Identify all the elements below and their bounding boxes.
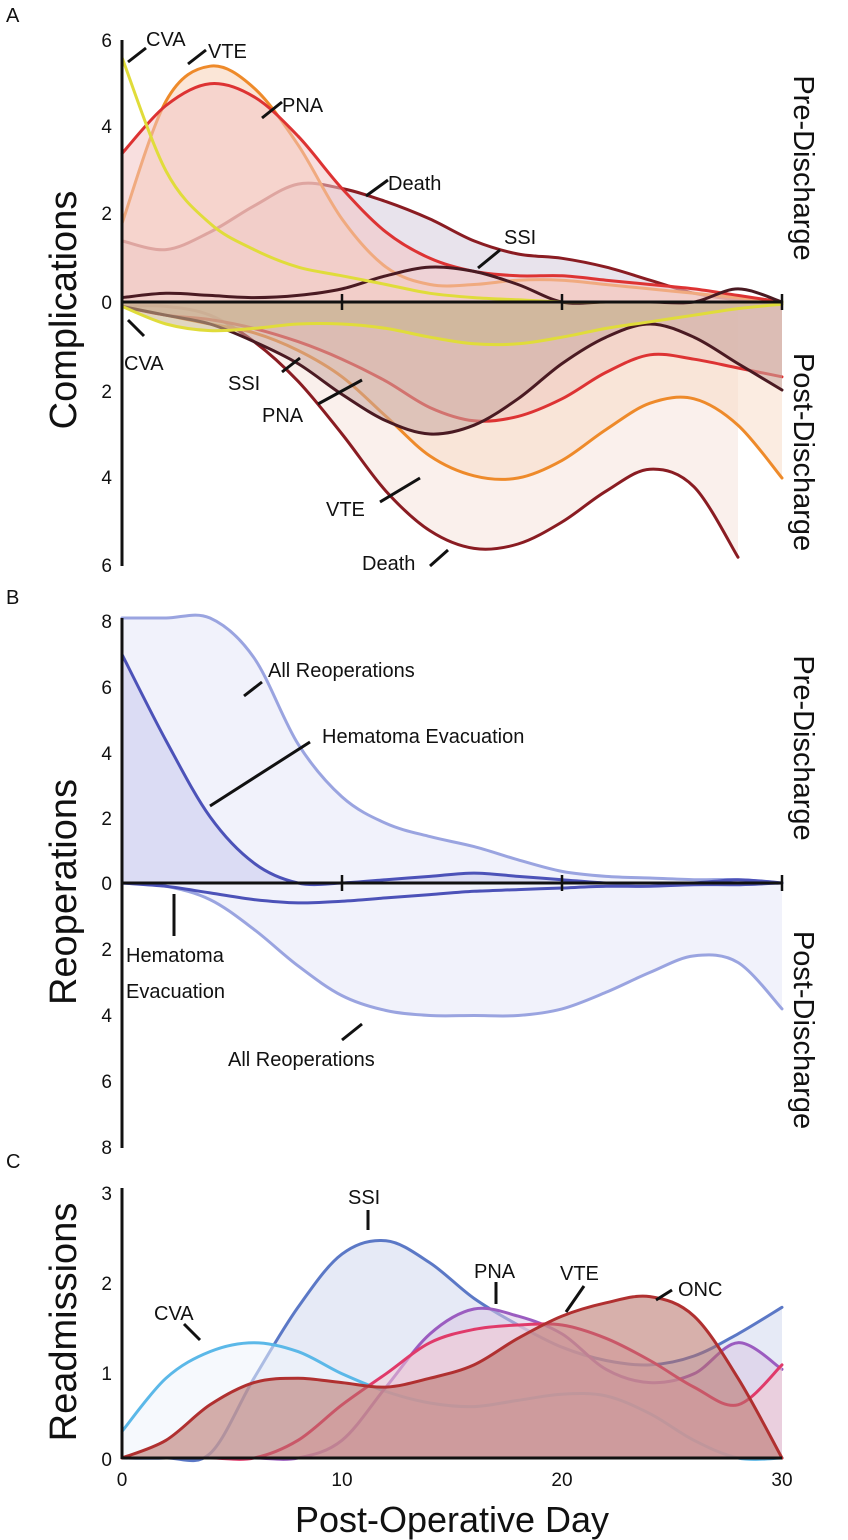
label-c-vte: VTE <box>560 1263 599 1285</box>
panel-c-letter: C <box>6 1151 20 1173</box>
panel-b-ytick-bottom-2: 2 <box>101 940 112 961</box>
panel-a-post-discharge-label: Post-Discharge <box>787 353 819 551</box>
panel-a-ytick-bottom-6: 6 <box>101 556 112 577</box>
panel-a-post-ssi-area <box>122 302 782 435</box>
panel-b-letter: B <box>6 587 19 609</box>
panel-a-pre-pna-area <box>122 83 782 302</box>
label-a-cva-post: CVA <box>124 353 164 375</box>
panel-b: B 8 6 4 2 0 2 4 6 8 Reoperations Pre-Dis… <box>6 587 819 1159</box>
panel-a-letter: A <box>6 5 20 27</box>
label-c-ssi: SSI <box>348 1187 380 1209</box>
label-a-death-post: Death <box>362 553 415 575</box>
panel-a-pre-pna-line <box>120 81 784 304</box>
panel-a-ytick-top-6: 6 <box>101 31 112 52</box>
label-a-pna-post: PNA <box>262 405 304 427</box>
panel-b-plot <box>120 613 784 1018</box>
label-a-cva-pre: CVA <box>146 29 186 51</box>
panel-a-post-cva-area <box>122 302 782 345</box>
leader-a-ssi-pre <box>477 248 501 270</box>
panel-a-post-ssi-line <box>120 304 784 436</box>
panel-b-pre-all-reoperations-line <box>120 613 784 885</box>
panel-a-post-cva-line <box>120 302 784 347</box>
leader-b-hem-pre <box>209 740 311 808</box>
leader-a-ssi-post <box>281 356 301 374</box>
panel-c-xtick-20: 20 <box>551 1470 572 1491</box>
label-c-onc: ONC <box>678 1279 722 1301</box>
label-a-ssi-post: SSI <box>228 373 260 395</box>
leader-a-pna-post <box>317 378 363 406</box>
panel-b-leaders <box>172 680 363 1042</box>
panel-c-onc-area <box>122 1296 782 1458</box>
panel-b-ytick-top-4: 4 <box>101 744 112 765</box>
label-b-all-pre: All Reoperations <box>268 660 415 682</box>
panel-c-ytick-2: 2 <box>101 1274 112 1295</box>
panel-c: C 3 2 1 0 0 10 20 30 Readmissions Post-O… <box>6 1151 793 1540</box>
label-c-cva: CVA <box>154 1303 194 1325</box>
leader-a-cva-pre <box>127 46 147 64</box>
label-a-vte-post: VTE <box>326 499 365 521</box>
panel-a-ytick-bottom-2: 2 <box>101 382 112 403</box>
panel-c-plot <box>120 1238 784 1463</box>
panel-a-y-label: Complications <box>43 191 85 430</box>
label-a-ssi-pre: SSI <box>504 227 536 249</box>
panel-c-xtick-30: 30 <box>771 1470 792 1491</box>
leader-c-onc <box>655 1288 673 1302</box>
panel-a-pre-discharge-label: Pre-Discharge <box>787 75 819 260</box>
leader-a-pna-pre <box>261 100 283 120</box>
label-b-hem-pre: Hematoma Evacuation <box>322 726 524 748</box>
leader-a-death-pre <box>365 178 389 198</box>
panel-b-ytick-top-2: 2 <box>101 809 112 830</box>
panel-b-post-all-reoperations-area <box>122 883 782 1016</box>
label-b-hem-post-line2: Evacuation <box>126 981 225 1003</box>
panel-b-pre-discharge-label: Pre-Discharge <box>787 655 819 840</box>
panel-c-x-label: Post-Operative Day <box>295 1499 609 1540</box>
panel-b-ytick-bottom-6: 6 <box>101 1072 112 1093</box>
leader-c-vte <box>564 1285 586 1313</box>
panel-c-onc-line <box>120 1294 784 1460</box>
panel-c-leaders <box>182 1210 673 1342</box>
leader-c-cva <box>182 1322 202 1342</box>
panel-a-ytick-bottom-4: 4 <box>101 468 112 489</box>
panel-a: A 6 4 2 0 2 4 6 Complications Pre-Discha… <box>0 0 848 580</box>
panel-b-y-label: Reoperations <box>43 779 85 1005</box>
panel-b-post-hematoma-evacuation-line <box>120 881 784 905</box>
panel-c-xtick-10: 10 <box>331 1470 352 1491</box>
panel-b-ytick-bottom-8: 8 <box>101 1138 112 1159</box>
label-a-vte-pre: VTE <box>208 41 247 63</box>
leader-a-cva-post <box>126 318 146 338</box>
leader-b-all-pre <box>243 680 263 698</box>
panel-b-pre-hematoma-evacuation-area <box>122 654 782 885</box>
leader-a-vte-post <box>379 476 421 504</box>
panel-b-ytick-top-6: 6 <box>101 678 112 699</box>
panel-c-xtick-0: 0 <box>117 1470 128 1491</box>
panel-b-post-all-reoperations-line <box>120 881 784 1018</box>
panel-b-post-discharge-label: Post-Discharge <box>787 931 819 1129</box>
panel-a-ytick-top-0: 0 <box>101 293 112 314</box>
panel-b-ytick-bottom-4: 4 <box>101 1006 112 1027</box>
leader-b-all-post <box>341 1022 363 1042</box>
label-b-hem-post-line1: Hematoma <box>126 945 225 967</box>
label-a-pna-pre: PNA <box>282 95 324 117</box>
panel-b-pre-all-reoperations-area <box>122 615 782 883</box>
panel-c-ytick-0: 0 <box>101 1450 112 1471</box>
panel-b-ytick-top-0: 0 <box>101 874 112 895</box>
panel-b-ytick-top-8: 8 <box>101 612 112 633</box>
leader-a-vte-pre <box>187 48 207 66</box>
panel-a-leaders <box>126 46 501 568</box>
panel-a-ytick-top-2: 2 <box>101 204 112 225</box>
panel-a-ytick-top-4: 4 <box>101 117 112 138</box>
panel-c-ytick-1: 1 <box>101 1364 112 1385</box>
label-c-pna: PNA <box>474 1261 516 1283</box>
panel-c-y-label: Readmissions <box>43 1203 85 1442</box>
panel-a-plot <box>120 56 784 559</box>
label-a-death-pre: Death <box>388 173 441 195</box>
label-b-all-post: All Reoperations <box>228 1049 375 1071</box>
leader-a-death-post <box>429 548 449 568</box>
panel-c-ytick-3b: 3 <box>101 1184 112 1205</box>
